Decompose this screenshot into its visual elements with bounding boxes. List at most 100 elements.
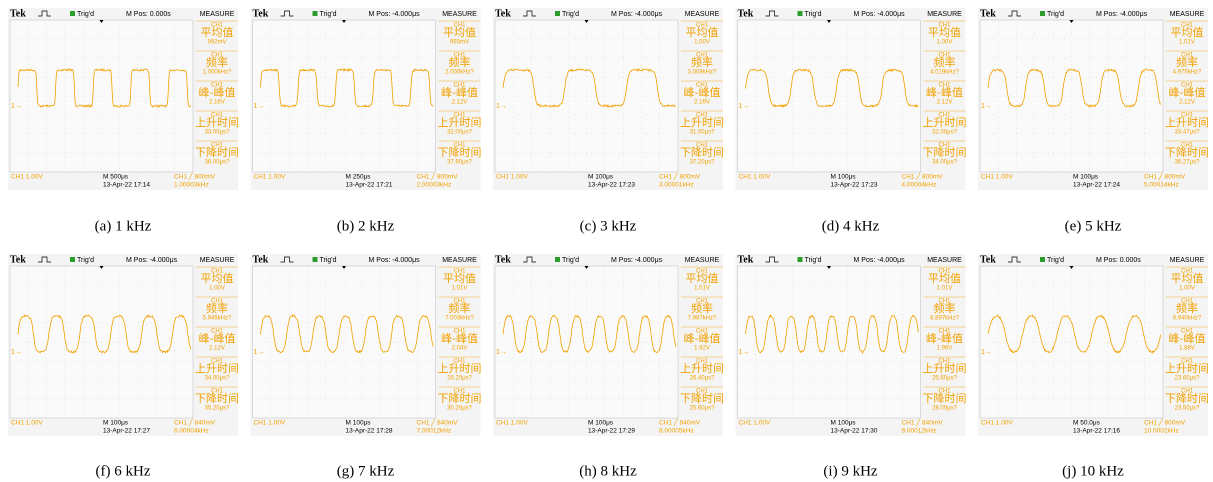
datetime: 13-Apr-22 17:23	[588, 182, 635, 189]
ground-marker: 1→	[254, 349, 265, 356]
measure-value: 23.60μs?	[1175, 376, 1200, 382]
measure-value: 2.000kHz?	[445, 70, 474, 76]
brand: Tek	[738, 254, 754, 265]
position: M Pos: -4.000μs	[854, 11, 906, 18]
position: M Pos: -4.000μs	[611, 11, 663, 18]
measure-label: 平均值	[686, 26, 719, 39]
trigger-status: Trig'd	[562, 257, 579, 264]
measure-value: 1.92V	[694, 346, 710, 352]
measure-value: 35.20μs?	[205, 406, 230, 412]
measure-label: 下降时间	[923, 391, 967, 405]
ground-marker: 1→	[496, 349, 507, 356]
measure-value: 5.945kHz?	[203, 316, 232, 322]
scope-panel: TekTrig'dM Pos: 0.000sMEASURE1→CH1平均值992…	[8, 8, 239, 190]
trig-box	[313, 11, 318, 16]
measure-label: 上升时间	[195, 116, 239, 129]
measure-label: 平均值	[443, 26, 476, 39]
timebase: M 100μs	[831, 420, 857, 427]
brand: Tek	[253, 254, 269, 265]
measure-label: 上升时间	[680, 116, 724, 129]
measure-value: 993mV	[450, 40, 469, 46]
measure-label: 平均值	[443, 272, 476, 285]
position: M Pos: 0.000s	[1096, 257, 1141, 264]
measure-title: MEASURE	[200, 257, 235, 264]
measure-value: 1.01V	[452, 286, 468, 292]
measure-value: 26.40μs?	[690, 376, 715, 382]
caption: (h) 8 kHz	[579, 463, 637, 479]
measure-value: 32.00μs?	[447, 130, 472, 136]
trig-box	[1040, 11, 1045, 16]
measure-label: 下降时间	[1165, 391, 1209, 405]
measure-value: 7.003kHz?	[445, 316, 474, 322]
measure-label: 频率	[934, 301, 956, 315]
trigger-level: CH1 ╱ 800mV	[1144, 172, 1186, 181]
trigger-level: CH1 ╱ 800mV	[659, 172, 701, 181]
measure-value: 9.940kHz?	[1173, 316, 1202, 322]
channel-scale: CH1 1.00V	[739, 420, 771, 427]
measure-label: 频率	[934, 55, 956, 69]
scope-panel: TekTrig'dM Pos: -4.000μsMEASURE1→CH1平均值1…	[493, 8, 724, 190]
channel-scale: CH1 1.00V	[254, 174, 286, 181]
frequency: 1.00003kHz	[174, 182, 209, 189]
measure-value: 4.975kHz?	[1173, 70, 1202, 76]
trig-box	[798, 11, 803, 16]
measure-label: 下降时间	[195, 145, 239, 159]
timebase: M 100μs	[103, 420, 129, 427]
measure-label: 峰-峰值	[441, 332, 478, 345]
measure-label: 平均值	[201, 272, 234, 285]
measure-value: 34.00μs?	[932, 160, 957, 166]
timebase: M 50.0μs	[1073, 420, 1101, 427]
trig-box	[70, 11, 75, 16]
trig-box	[1040, 257, 1045, 262]
measure-value: 4.019kHz?	[930, 70, 959, 76]
measure-label: 平均值	[928, 272, 961, 285]
timebase: M 500μs	[103, 174, 129, 181]
trigger-status: Trig'd	[77, 257, 94, 264]
frequency: 5.00014kHz	[1144, 182, 1179, 189]
measure-value: 37.60μs?	[447, 160, 472, 166]
measure-value: 2.16V	[694, 100, 710, 106]
measure-label: 上升时间	[680, 362, 724, 375]
measure-value: 2.04V	[452, 346, 468, 352]
channel-scale: CH1 1.00V	[11, 174, 43, 181]
measure-label: 频率	[691, 55, 713, 69]
measure-title: MEASURE	[442, 11, 477, 18]
ground-marker: 1→	[254, 103, 265, 110]
measure-value: 36.00μs?	[205, 160, 230, 166]
trigger-level: CH1 ╱ 840mV	[659, 418, 701, 427]
brand: Tek	[738, 8, 754, 19]
measure-label: 上升时间	[1165, 116, 1209, 129]
scope-panel: TekTrig'dM Pos: -4.000μsMEASURE1→CH1平均值1…	[8, 254, 239, 436]
caption: (i) 9 kHz	[823, 463, 877, 479]
measure-value: 33.00μs?	[205, 130, 230, 136]
measure-title: MEASURE	[927, 257, 962, 264]
scope-panel: TekTrig'dM Pos: -4.000μsMEASURE1→CH1平均值1…	[251, 254, 482, 436]
measure-value: 31.00μs?	[690, 130, 715, 136]
trigger-level: CH1 ╱ 800mV	[174, 172, 216, 181]
measure-label: 频率	[449, 55, 471, 69]
measure-value: 30.20μs?	[447, 406, 472, 412]
position: M Pos: -4.000μs	[1096, 11, 1148, 18]
brand: Tek	[980, 8, 996, 19]
measure-label: 峰-峰值	[441, 86, 478, 99]
caption: (g) 7 kHz	[337, 463, 395, 479]
trigger-level: CH1 ╱ 800mV	[1144, 418, 1186, 427]
trigger-status: Trig'd	[562, 11, 579, 18]
measure-label: 上升时间	[923, 116, 967, 129]
brand: Tek	[495, 254, 511, 265]
measure-label: 平均值	[1171, 272, 1204, 285]
caption: (f) 6 kHz	[96, 463, 151, 479]
caption: (b) 2 kHz	[337, 218, 395, 234]
measure-value: 1.01V	[937, 286, 953, 292]
measure-value: 992mV	[207, 40, 226, 46]
brand: Tek	[495, 8, 511, 19]
frequency: 9.00012kHz	[902, 428, 937, 435]
measure-label: 峰-峰值	[199, 332, 236, 345]
measure-value: 23.50μs?	[1175, 406, 1200, 412]
measure-label: 上升时间	[923, 362, 967, 375]
datetime: 13-Apr-22 17:23	[831, 182, 878, 189]
measure-value: 2.12V	[209, 346, 225, 352]
trigger-status: Trig'd	[320, 11, 337, 18]
measure-label: 频率	[206, 55, 228, 69]
measure-value: 34.00μs?	[205, 376, 230, 382]
